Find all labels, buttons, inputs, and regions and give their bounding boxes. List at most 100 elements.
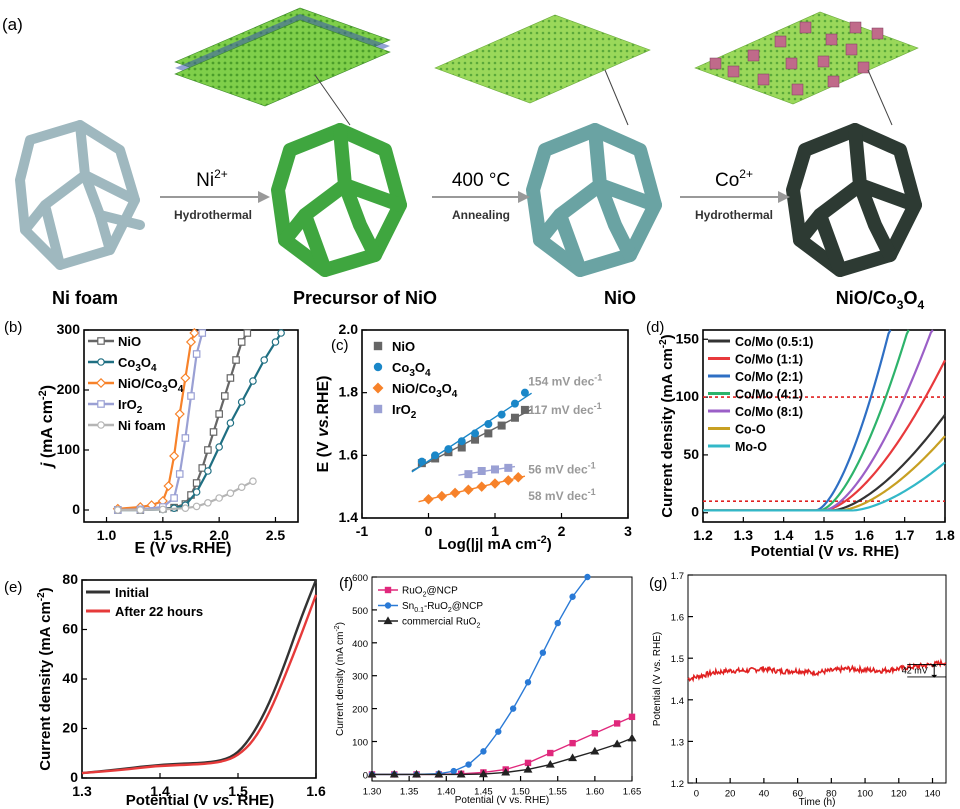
data-point <box>249 377 257 385</box>
data-point <box>489 478 501 489</box>
data-point <box>554 619 561 627</box>
legend-label: NiO/Co3O4 <box>392 381 458 400</box>
legend-marker <box>373 362 383 372</box>
series-line <box>81 594 318 775</box>
x-tick-label: 1.45 <box>474 787 493 798</box>
data-point <box>450 767 457 775</box>
legend-label: Co/Mo (1:1) <box>735 353 803 367</box>
chart-c: -1 0 1 2 3 1.4 1.6 1.8 2.0(c) 117 mV dec-1 154 mV … <box>315 321 632 553</box>
x-tick-label: 1 <box>491 523 499 539</box>
chart-g: 0 20 40 60 80 100 120 140 1.2 1.3 1.4 1.5 1.6 1.7 (g) 4… <box>649 571 947 808</box>
data-point <box>569 593 576 600</box>
legend-label: Sn0.1-RuO2@NCP <box>402 601 483 614</box>
precursor-sheet-icon <box>174 7 391 126</box>
y-tick-label: 0 <box>363 770 368 781</box>
legend-marker <box>384 586 392 594</box>
legend-marker <box>97 421 105 429</box>
x-tick-label: 2 <box>558 523 566 539</box>
data-point <box>136 506 145 514</box>
data-point <box>187 392 195 400</box>
legend-marker <box>383 616 393 625</box>
x-tick-label: 1.50 <box>511 787 530 798</box>
y-tick-label: 1.8 <box>339 384 359 400</box>
y-tick-label: 200 <box>57 381 81 397</box>
panel-label: (f) <box>339 575 353 592</box>
data-point <box>510 413 519 422</box>
y-tick-label: 300 <box>352 672 368 683</box>
legend-marker <box>373 404 383 414</box>
x-axis-label: E (V vs.RHE) <box>135 540 232 557</box>
data-point <box>568 753 578 762</box>
panel-label: (b) <box>4 319 22 336</box>
x-tick-label: 1.30 <box>363 787 382 798</box>
x-tick-label: 1.5 <box>814 527 834 543</box>
chart-f: 1.30 1.35 1.40 1.45 1.50 1.55 1.60 1.65 0 100 200 3… <box>334 573 641 806</box>
panel-label: (d) <box>646 319 664 336</box>
panel-label: (c) <box>331 337 349 354</box>
panel-label: (g) <box>649 575 667 592</box>
data-point <box>113 506 122 514</box>
legend-label: IrO2 <box>118 397 143 416</box>
data-point <box>513 472 524 483</box>
chart-e: 1.3 1.4 1.5 1.6 0 20 40 60 80 (e) Initial After 22 … <box>4 571 326 809</box>
data-point <box>220 392 229 400</box>
legend-label: commercial RuO2 <box>402 617 480 630</box>
data-point <box>204 498 212 507</box>
series-line <box>372 737 633 776</box>
data-point <box>480 748 487 755</box>
data-point <box>226 419 235 427</box>
x-tick-label: 1.55 <box>548 787 567 798</box>
y-tick-label: 0 <box>691 504 699 520</box>
data-point <box>495 728 502 735</box>
x-tick-label: 2.5 <box>266 527 286 543</box>
x-tick-label: 1.6 <box>855 527 875 543</box>
data-point <box>584 573 591 581</box>
data-point <box>484 420 493 429</box>
x-tick-label: 1.5 <box>228 783 248 799</box>
x-tick-label: 1.4 <box>774 527 794 543</box>
data-point <box>198 329 207 337</box>
legend-label: Co/Mo (0.5:1) <box>735 335 813 349</box>
data-point <box>520 405 529 414</box>
series-line <box>117 480 254 512</box>
nioco-sheet-icon <box>694 11 919 126</box>
data-point <box>260 356 269 364</box>
data-point <box>449 487 461 499</box>
data-point <box>181 434 190 442</box>
y-tick-label: 300 <box>57 321 81 337</box>
data-point <box>204 467 212 475</box>
x-tick-label: 1.0 <box>97 527 117 543</box>
x-tick-label: 0 <box>425 523 433 539</box>
data-point <box>545 759 555 768</box>
y-axis-label: Potential (V vs. RHE) <box>652 632 663 726</box>
x-tick-label: 0 <box>694 789 699 800</box>
y-tick-label: 0 <box>70 769 78 785</box>
data-point <box>215 494 223 502</box>
x-tick-label: 1.6 <box>306 783 326 799</box>
y-tick-label: 60 <box>62 621 78 637</box>
y-tick-label: 2.0 <box>339 321 359 337</box>
nio-foam-icon <box>526 123 662 277</box>
x-tick-label: 2.0 <box>209 527 229 543</box>
data-point <box>189 327 200 339</box>
data-point <box>523 764 533 773</box>
arrow-head <box>931 674 938 678</box>
data-point <box>504 463 513 472</box>
data-point <box>434 769 444 778</box>
data-point <box>547 749 554 757</box>
data-point <box>491 465 500 474</box>
legend-label: Co/Mo (4:1) <box>735 388 803 402</box>
arrow-1-bottom: Hydrothermal <box>174 208 252 222</box>
y-tick-label: 500 <box>352 606 368 617</box>
y-tick-label: 1.6 <box>671 613 684 624</box>
data-point <box>465 761 472 768</box>
legend-marker <box>95 377 107 389</box>
x-tick-label: 1.5 <box>153 527 173 543</box>
x-tick-label: 60 <box>792 789 803 800</box>
legend-label: Mo-O <box>735 440 767 454</box>
data-point <box>226 489 235 498</box>
legend-label: After 22 hours <box>115 604 203 619</box>
plot-frame <box>687 574 947 784</box>
data-point <box>590 746 600 755</box>
legend-marker <box>97 337 105 345</box>
